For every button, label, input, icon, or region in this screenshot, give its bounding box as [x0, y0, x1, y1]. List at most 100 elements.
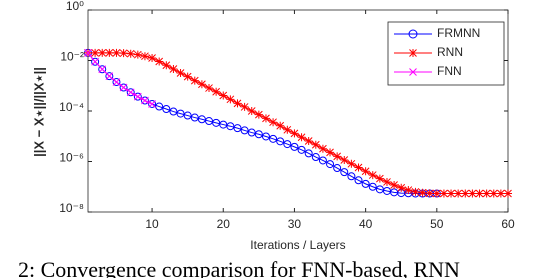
data-point: [482, 189, 491, 198]
legend-label: RNN: [437, 45, 463, 59]
data-point: [141, 96, 149, 105]
data-point: [176, 109, 185, 118]
data-point: [226, 95, 235, 104]
data-point: [496, 189, 505, 198]
data-point: [504, 189, 512, 198]
data-point: [297, 133, 306, 142]
legend-marker: [409, 68, 417, 76]
x-tick-label: 50: [430, 217, 444, 231]
data-point: [489, 189, 498, 198]
data-point: [119, 83, 128, 92]
data-point: [340, 168, 349, 177]
data-point: [439, 189, 448, 198]
data-point: [140, 52, 149, 61]
data-point: [126, 88, 135, 97]
data-point: [233, 99, 242, 108]
data-point: [261, 132, 270, 141]
data-point: [119, 49, 128, 58]
data-point: [290, 142, 299, 151]
data-point: [197, 80, 206, 89]
data-point: [91, 57, 100, 66]
data-point: [390, 181, 399, 190]
data-point: [148, 53, 157, 62]
data-point: [247, 107, 256, 115]
x-tick-label: 10: [145, 217, 159, 231]
data-point: [254, 130, 263, 139]
data-point: [269, 118, 278, 127]
data-point: [347, 172, 356, 181]
data-point: [183, 72, 192, 81]
data-point: [311, 140, 320, 149]
data-point: [126, 49, 135, 58]
data-point: [133, 92, 142, 101]
data-point: [311, 153, 320, 162]
x-tick-label: 30: [288, 217, 302, 231]
data-point: [148, 99, 157, 108]
data-point: [361, 179, 370, 188]
data-point: [140, 96, 149, 105]
data-point: [176, 68, 185, 77]
data-point: [318, 144, 327, 153]
data-point: [475, 189, 484, 198]
data-point: [105, 72, 114, 81]
data-point: [326, 148, 335, 157]
data-point: [276, 137, 285, 146]
data-point: [183, 111, 192, 120]
data-point: [290, 129, 299, 138]
data-point: [411, 187, 420, 196]
data-point: [212, 87, 221, 96]
data-point: [98, 65, 107, 74]
data-point: [318, 156, 327, 165]
data-point: [190, 76, 199, 85]
data-point: [197, 115, 206, 124]
legend: FRMNN RNN FNN: [387, 21, 505, 86]
x-tick-label: 40: [359, 217, 373, 231]
caption: 2: Convergence comparison for FNN-based,…: [18, 257, 460, 278]
data-point: [375, 174, 384, 183]
data-point: [212, 118, 221, 127]
data-point: [98, 48, 107, 57]
data-point: [148, 100, 156, 108]
data-point: [169, 107, 178, 116]
data-point: [361, 167, 370, 176]
y-tick-label: 10⁻²: [60, 50, 84, 64]
data-point: [98, 65, 107, 74]
data-point: [468, 189, 477, 198]
data-point: [368, 182, 377, 191]
data-point: [155, 57, 164, 66]
data-point: [169, 65, 178, 74]
data-point: [340, 155, 349, 164]
series-line: [87, 52, 437, 195]
data-point: [205, 84, 214, 93]
data-point: [112, 78, 121, 87]
data-point: [269, 134, 278, 143]
y-tick-label: 10⁻⁴: [59, 100, 84, 114]
data-point: [126, 88, 135, 97]
data-point: [283, 125, 292, 134]
data-point: [219, 91, 228, 100]
data-point: [347, 159, 356, 168]
data-point: [333, 164, 342, 173]
legend-label: FRMNN: [437, 26, 480, 40]
data-point: [240, 102, 249, 111]
y-tick-label: 10⁰: [66, 0, 84, 13]
x-tick-label: 20: [217, 217, 231, 231]
data-point: [112, 48, 121, 57]
data-point: [155, 102, 164, 111]
data-point: [276, 121, 285, 130]
y-axis-label: ||X − X⋆||/||X⋆||: [31, 67, 46, 157]
data-point: [297, 145, 306, 154]
data-point: [333, 152, 342, 161]
legend-marker: [409, 49, 417, 57]
data-point: [133, 50, 142, 59]
data-point: [304, 149, 313, 158]
data-point: [382, 177, 391, 186]
data-point: [454, 189, 463, 198]
data-point: [205, 117, 214, 126]
y-tick-label: 10⁻⁶: [59, 151, 84, 165]
x-tick-label: 60: [501, 217, 515, 231]
data-point: [119, 83, 128, 92]
data-point: [261, 114, 270, 123]
data-point: [84, 49, 92, 57]
